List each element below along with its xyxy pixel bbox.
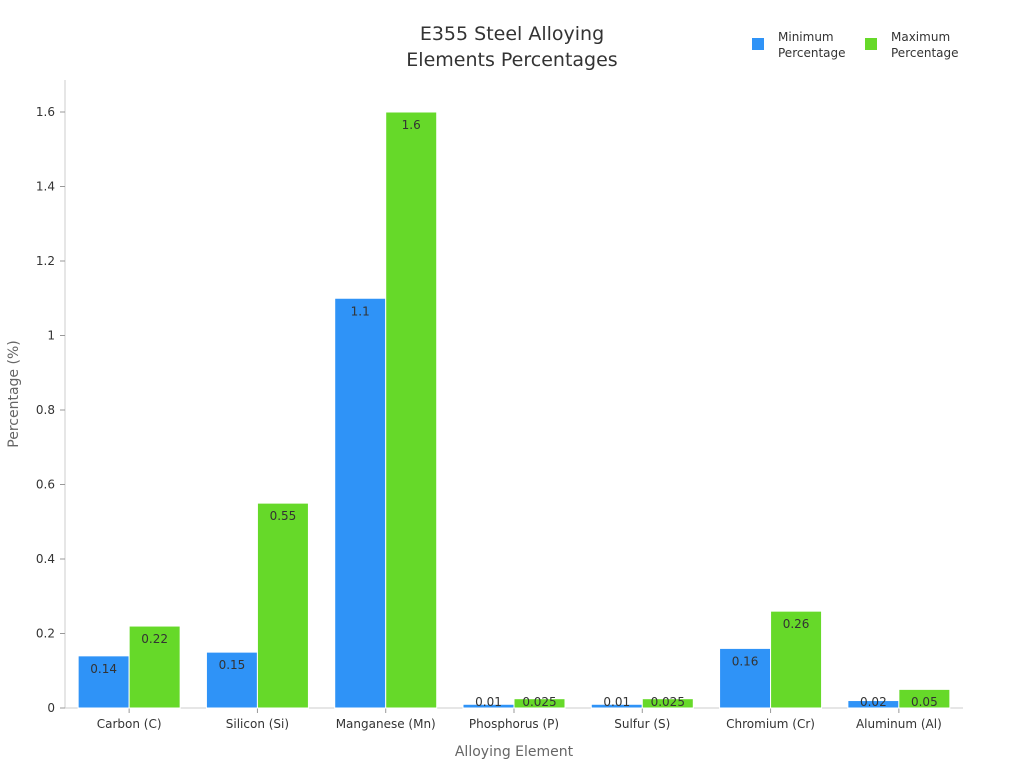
bar-min	[205, 651, 258, 709]
data-label: 1.1	[351, 304, 370, 318]
legend-label: Maximum	[891, 30, 950, 44]
bar-min	[77, 655, 130, 709]
x-tick-label: Carbon (C)	[97, 717, 162, 731]
bar-max	[256, 502, 309, 709]
bar-max	[898, 688, 951, 709]
x-tick-label: Chromium (Cr)	[726, 717, 815, 731]
data-label: 0.55	[270, 509, 297, 523]
data-label: 0.01	[603, 695, 630, 709]
data-label: 0.05	[911, 695, 938, 709]
x-tick-label: Silicon (Si)	[226, 717, 289, 731]
y-axis-title: Percentage (%)	[6, 340, 22, 447]
legend-label: Percentage	[891, 46, 959, 60]
x-tick-label: Manganese (Mn)	[336, 717, 436, 731]
data-label: 0.025	[522, 695, 556, 709]
x-tick-label: Phosphorus (P)	[469, 717, 559, 731]
data-label: 0.15	[219, 658, 246, 672]
chart-title: E355 Steel Alloying	[420, 23, 604, 45]
y-tick-label: 0.4	[36, 552, 55, 566]
bar-min	[334, 297, 387, 709]
data-label: 0.025	[651, 695, 685, 709]
legend-swatch	[865, 38, 877, 50]
y-tick-label: 1.6	[36, 105, 55, 119]
data-label: 0.14	[90, 662, 117, 676]
x-tick-label: Aluminum (Al)	[856, 717, 942, 731]
bar-max	[385, 111, 438, 709]
data-label: 1.6	[402, 118, 421, 132]
data-label: 0.26	[783, 617, 810, 631]
bar-max	[770, 610, 823, 709]
data-label: 0.22	[141, 632, 168, 646]
data-label: 0.16	[732, 654, 759, 668]
data-label: 0.01	[475, 695, 502, 709]
y-tick-label: 0.8	[36, 403, 55, 417]
x-axis-title: Alloying Element	[455, 744, 574, 760]
bar-min	[719, 647, 772, 709]
y-tick-label: 0	[47, 701, 55, 715]
bar-max	[128, 625, 181, 709]
bar-max	[513, 698, 566, 709]
legend-label: Minimum	[778, 30, 834, 44]
y-tick-label: 0.6	[36, 478, 55, 492]
chart-title: Elements Percentages	[406, 49, 617, 71]
data-label: 0.02	[860, 695, 887, 709]
x-tick-label: Sulfur (S)	[614, 717, 670, 731]
legend-swatch	[752, 38, 764, 50]
legend-label: Percentage	[778, 46, 846, 60]
y-tick-label: 0.2	[36, 627, 55, 641]
bar-max	[641, 698, 694, 709]
y-tick-label: 1	[47, 329, 55, 343]
y-tick-label: 1.4	[36, 180, 55, 194]
y-tick-label: 1.2	[36, 254, 55, 268]
